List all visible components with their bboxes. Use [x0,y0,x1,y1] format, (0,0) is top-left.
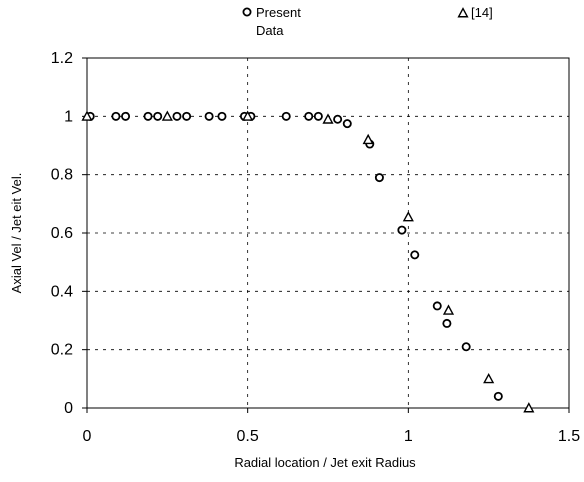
data-point-present [342,119,352,129]
data-point-present [143,111,153,121]
data-point-present [172,111,182,121]
data-point-present [121,111,131,121]
x-axis-label: Radial location / Jet exit Radius [234,455,416,470]
legend-label-present-line2: Data [256,23,284,38]
data-point-ref14 [523,402,535,413]
x-tick-label: 1 [404,428,413,445]
data-point-present [333,114,343,124]
y-axis-label: Axial Vel / Jet eit Vel. [9,173,24,294]
data-point-ref14 [402,211,414,222]
plot-area [86,57,570,409]
data-point-present [281,111,291,121]
data-point-ref14 [362,133,374,145]
data-point-ref14 [483,372,495,384]
data-point-ref14 [442,304,455,315]
x-tick-label: 0 [83,428,92,445]
data-point-ref14 [161,110,173,121]
y-tick-label: 0 [64,400,73,417]
data-point-present [397,225,407,235]
legend: Present Data [14] [242,5,493,38]
y-tick-label: 0.2 [51,342,73,359]
data-point-present [111,111,121,121]
data-point-present [410,250,420,260]
x-tick-label: 0.5 [237,428,259,445]
legend-label-present: Present [256,5,301,20]
data-point-present [374,173,384,183]
data-point-ref14 [242,110,254,121]
y-tick-label: 1 [64,108,73,125]
data-point-present [493,391,503,401]
data-point-present [182,111,192,121]
y-tick-label: 1.2 [51,50,73,67]
data-point-present [304,111,314,121]
y-tick-label: 0.8 [51,167,73,184]
data-marks [81,110,535,413]
data-point-ref14 [81,110,93,121]
data-point-present [442,318,452,328]
y-tick-label: 0.6 [51,225,73,242]
y-tick-label: 0.4 [51,283,73,300]
data-point-present [217,111,227,121]
legend-marker-ref14 [457,7,469,18]
data-point-present [204,111,214,121]
legend-marker-present [242,7,252,17]
data-point-present [153,111,163,121]
data-point-present [313,111,323,121]
x-tick-label: 1.5 [558,428,580,445]
data-point-ref14 [322,113,334,124]
data-point-present [432,301,442,311]
data-point-present [461,342,471,352]
legend-label-ref14: [14] [471,5,493,20]
